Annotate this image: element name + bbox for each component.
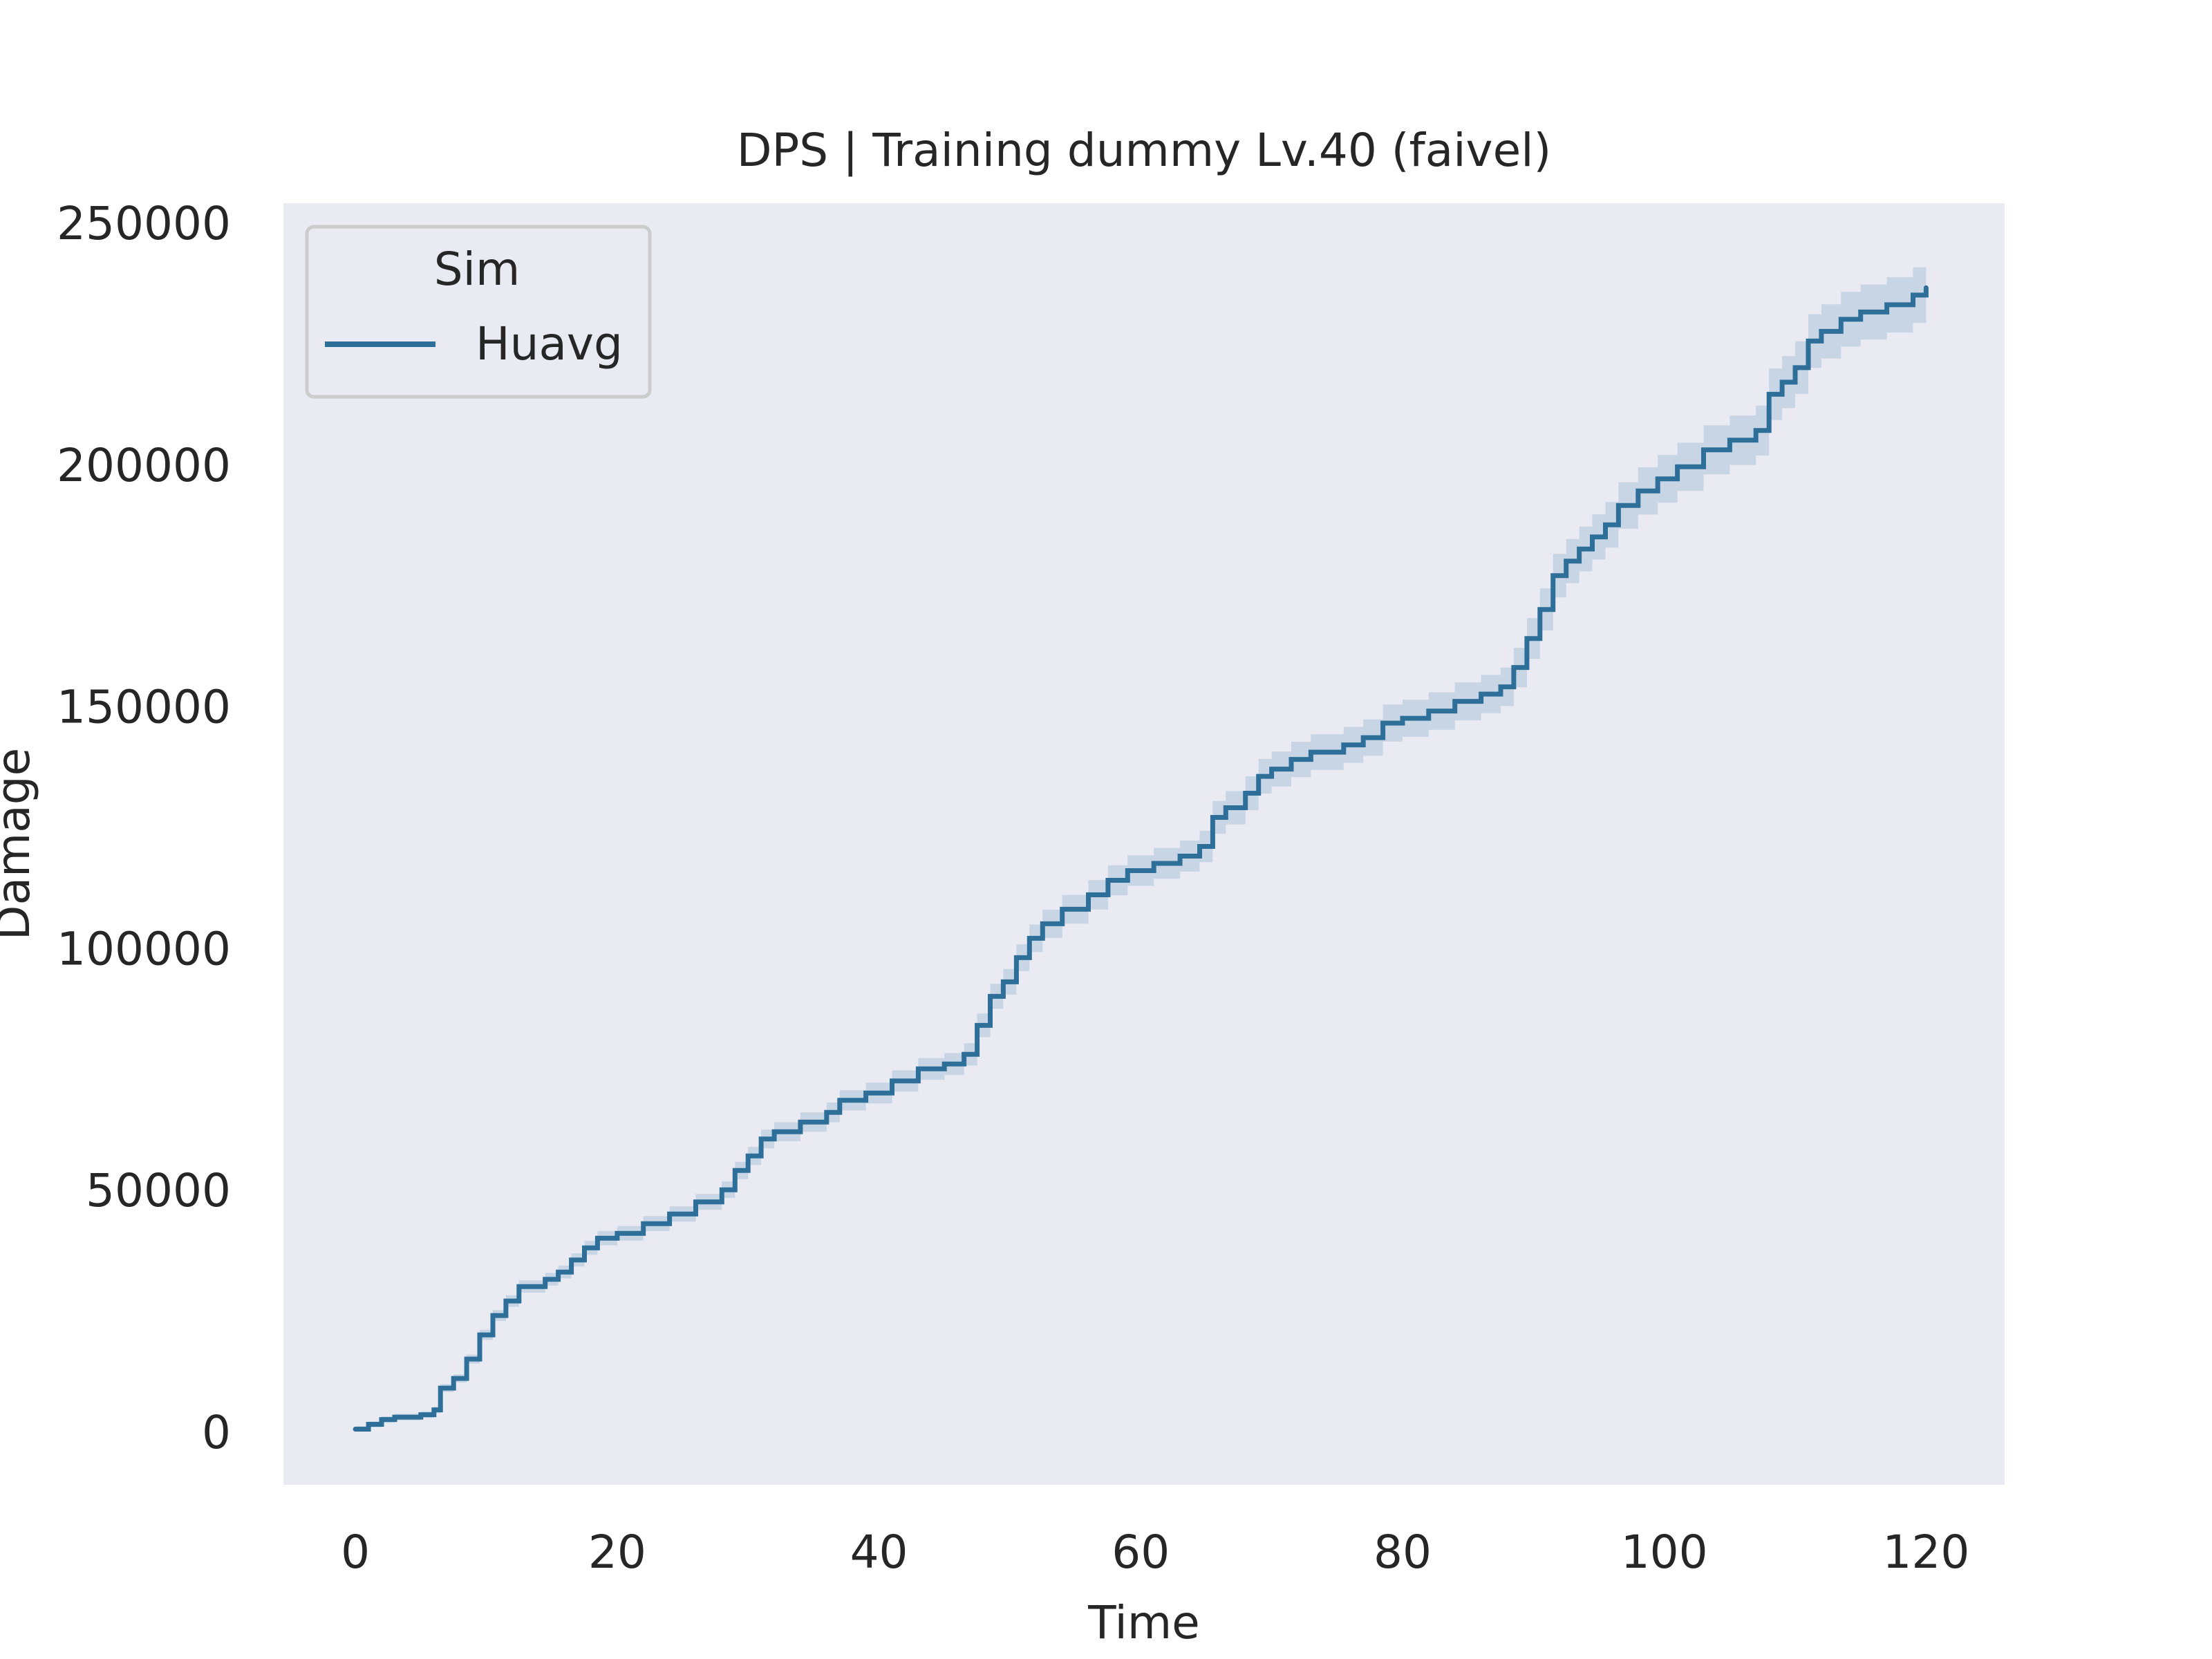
chart-title: DPS | Training dummy Lv.40 (faivel)	[737, 124, 1552, 177]
y-tick-label: 50000	[86, 1164, 231, 1217]
y-axis-label: Damage	[0, 748, 40, 941]
x-tick-labels: 0 20 40 60 80 100 120	[341, 1526, 1969, 1579]
y-tick-label: 100000	[57, 922, 231, 975]
legend-entry-huavg: Huavg	[476, 317, 623, 371]
y-tick-label: 250000	[57, 197, 231, 250]
x-tick-label: 0	[341, 1526, 370, 1579]
series-line-layer	[353, 285, 1929, 1432]
x-tick-label: 100	[1621, 1526, 1708, 1579]
legend: Sim Huavg	[305, 225, 652, 399]
legend-box	[305, 225, 652, 399]
x-tick-label: 80	[1374, 1526, 1432, 1579]
y-tick-label: 200000	[57, 439, 231, 492]
x-tick-label: 60	[1112, 1526, 1170, 1579]
x-tick-label: 40	[850, 1526, 908, 1579]
legend-title: Sim	[434, 243, 521, 296]
series-line-huavg	[353, 285, 1929, 1432]
x-tick-label: 20	[588, 1526, 646, 1579]
y-tick-label: 150000	[57, 681, 231, 734]
x-axis-label: Time	[1087, 1596, 1200, 1649]
y-tick-label: 0	[202, 1406, 231, 1459]
x-tick-label: 120	[1882, 1526, 1969, 1579]
y-tick-labels: 0 50000 100000 150000 200000 250000	[57, 197, 231, 1459]
